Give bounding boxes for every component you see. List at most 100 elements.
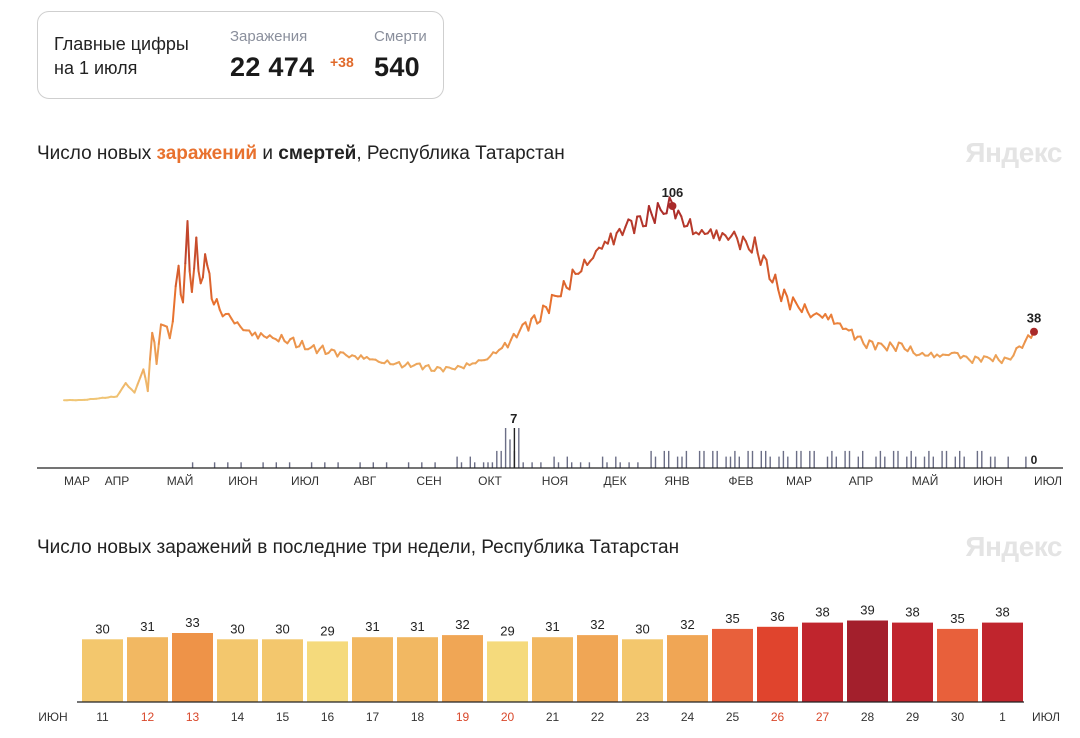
death-bar [981,450,983,468]
infections-segment [744,240,750,251]
death-bar [288,462,291,468]
death-bar [906,456,908,468]
bar-value-label: 39 [860,603,874,618]
x-tick-label: 26 [771,710,785,724]
death-bar [619,462,621,468]
death-bar [434,462,436,468]
x-tick-label: 20 [501,710,515,724]
bar [307,641,348,702]
death-bar [518,428,520,468]
death-bar [628,462,630,468]
infections-segment [201,253,207,279]
death-bar [496,450,498,468]
death-bar [769,456,771,468]
death-bar [637,462,639,468]
bar-value-label: 38 [815,605,829,620]
death-bar [571,462,573,468]
infections-segment [612,232,618,246]
infections-segment [190,267,196,293]
x-tick-label: ИЮН [228,474,257,488]
bar-value-label: 31 [545,619,559,634]
infections-segment [774,273,780,291]
death-bar [795,450,798,468]
infections-segment [142,368,147,380]
bar [262,639,303,702]
bar [487,641,528,702]
infections-segment [756,252,762,266]
infections-segment [197,269,202,285]
x-tick-label: ЯНВ [664,474,689,488]
infections-segment [780,288,786,303]
infections-segment [1012,347,1018,357]
infections-segment [515,330,521,339]
death-bar [915,456,917,468]
death-bar [765,450,767,468]
death-bar [557,462,560,468]
x-tick-label: АПР [849,474,874,488]
death-bar [654,456,657,468]
infections-segment [398,361,403,369]
x-tick-label: 15 [276,710,290,724]
chart1-title-suffix: , Республика Татарстан [356,143,565,164]
death-bar [540,462,542,468]
death-bar [959,450,961,468]
bar [667,635,708,702]
infections-segment [157,323,162,345]
bar [217,639,258,702]
infections-segment [653,202,659,224]
infections-segment [753,236,759,255]
death-bar [240,462,242,468]
death-bar [491,462,494,468]
bar-value-label: 38 [995,605,1009,620]
death-bar [504,428,507,468]
death-bar [729,456,732,468]
last-marker [1030,327,1038,336]
infections-value: 22 474 [230,52,315,82]
bar-value-label: 30 [635,621,649,636]
infections-segment [971,355,977,364]
peak-label: 106 [662,185,684,200]
summary-card: Главные цифры на 1 июля Заражения 22 474… [37,11,444,99]
infections-segment [312,344,318,355]
infections-segment [645,205,650,227]
infections-segment [733,230,739,240]
infections-segment [518,323,524,332]
death-bar [262,462,264,468]
bar-value-label: 33 [185,615,199,630]
death-bar [579,462,582,468]
x-tick-label: НОЯ [542,474,568,488]
bar [802,622,843,702]
bar-value-label: 32 [590,617,604,632]
death-bar [469,456,471,468]
bar [442,635,483,702]
infections-segment [639,215,645,228]
infections-segment [506,339,512,349]
bar [532,637,573,702]
infections-segment [789,296,794,311]
death-bar [875,456,877,468]
x-tick-label: 19 [456,710,470,724]
x-tick-label: АВГ [354,474,377,488]
x-tick-label: ИЮЛ [1034,474,1062,488]
chart1-title-deaths: смертей [278,143,357,164]
death-bar [835,456,837,468]
infections-segment [783,288,789,298]
infections-segment [151,331,156,344]
infections-segment [280,333,286,343]
bar [847,620,888,702]
death-bar [663,450,665,468]
summary-caption-line1: Главные цифры [54,34,189,54]
death-bar [747,450,749,468]
infections-segment [562,280,568,289]
infections-segment [149,331,154,361]
death-bar [809,450,811,468]
death-bar [500,450,502,468]
infections-segment [900,342,906,351]
infections-segment [865,339,871,350]
last-label: 38 [1027,311,1041,326]
bar [82,639,123,702]
deaths-bars [191,428,1027,468]
death-bar [862,450,864,468]
infections-segment [874,342,880,351]
death-bar [482,462,485,468]
